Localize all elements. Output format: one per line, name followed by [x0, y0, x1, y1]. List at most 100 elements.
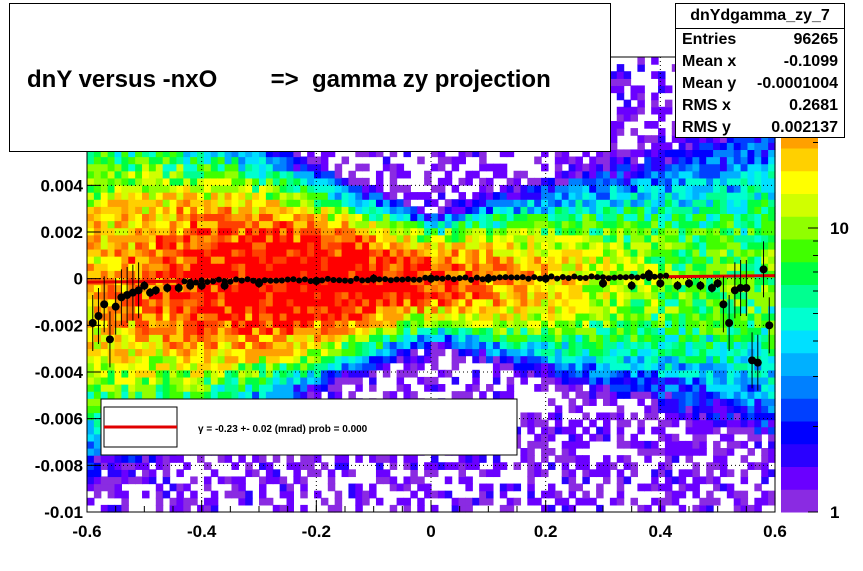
heat-cell [203, 355, 212, 364]
heat-cell [279, 213, 288, 222]
heat-cell [87, 497, 95, 506]
heat-cell [713, 184, 721, 193]
heat-cell [671, 234, 680, 243]
heat-cell [437, 490, 446, 499]
heat-cell [637, 320, 645, 328]
heat-cell [424, 248, 432, 257]
heat-cell [637, 369, 645, 378]
heat-cell [87, 248, 95, 257]
heat-cell [293, 177, 301, 186]
heat-cell [169, 341, 178, 350]
heat-cell [630, 305, 638, 314]
heat-cell [706, 490, 714, 499]
heat-cell [465, 256, 473, 264]
heat-cell [658, 192, 666, 200]
heat-cell [286, 234, 294, 243]
heat-cell [671, 270, 680, 278]
heat-cell [162, 156, 171, 165]
heat-cell [658, 362, 666, 371]
heat-cell [747, 184, 755, 193]
heat-cell [603, 213, 611, 222]
heat-cell [190, 348, 198, 357]
heat-cell [630, 348, 638, 357]
heat-cell [534, 277, 542, 286]
heat-cell [616, 426, 625, 435]
heat-cell [603, 369, 611, 378]
heat-cell [265, 170, 274, 179]
heat-cell [162, 327, 171, 335]
heat-cell [210, 312, 219, 321]
heat-cell [575, 234, 583, 243]
heat-cell [651, 312, 659, 321]
heat-cell [444, 291, 453, 300]
heat-cell [644, 341, 652, 350]
heat-cell [486, 483, 494, 492]
heat-cell [527, 256, 535, 264]
heat-cell [637, 149, 645, 158]
heat-cell [589, 320, 597, 328]
heat-cell [265, 462, 274, 470]
heat-cell [396, 284, 405, 293]
heat-cell [128, 213, 136, 222]
heat-cell [176, 149, 184, 158]
heat-cell [561, 284, 570, 293]
heat-cell [265, 355, 274, 364]
heat-cell [486, 248, 494, 257]
heat-cell [740, 426, 749, 435]
heat-cell [506, 483, 515, 492]
heat-cell [176, 320, 184, 328]
heat-cell [733, 277, 742, 286]
heat-cell [479, 234, 487, 243]
heat-cell [176, 177, 184, 186]
heat-cell [100, 192, 109, 200]
heat-cell [513, 234, 522, 243]
heat-cell [114, 369, 122, 378]
heat-cell [265, 156, 274, 165]
heat-cell [520, 220, 528, 229]
heat-cell [286, 199, 294, 207]
heat-cell [658, 85, 666, 94]
heat-cell [238, 455, 246, 463]
heat-cell [472, 234, 480, 243]
heat-cell [162, 462, 171, 470]
heat-cell [176, 490, 184, 499]
heat-cell [568, 490, 577, 499]
heat-cell [706, 355, 714, 364]
heat-cell [176, 163, 184, 172]
heat-cell [375, 320, 384, 328]
heat-cell [596, 355, 604, 364]
heat-cell [135, 376, 143, 385]
heat-cell [245, 341, 253, 350]
heat-cell [747, 213, 755, 222]
heat-cell [458, 476, 466, 485]
heat-cell [382, 391, 391, 399]
heat-cell [513, 355, 522, 364]
heat-cell [293, 384, 301, 392]
heat-cell [128, 327, 136, 335]
heat-cell [224, 177, 233, 186]
heat-cell [630, 334, 638, 342]
heat-cell [589, 241, 597, 250]
heat-cell [107, 369, 116, 378]
heat-cell [444, 312, 453, 321]
heat-cell [135, 170, 143, 179]
heat-cell [128, 462, 136, 470]
heat-cell [444, 248, 453, 257]
heat-cell [142, 455, 150, 463]
heat-cell [451, 298, 460, 307]
heat-cell [437, 327, 446, 335]
heat-cell [389, 199, 398, 207]
heat-cell [259, 163, 267, 172]
heat-cell [541, 298, 549, 307]
heat-cell [554, 263, 563, 271]
heat-cell [651, 277, 659, 286]
heat-cell [142, 156, 150, 165]
heat-cell [362, 184, 370, 193]
heat-cell [162, 312, 171, 321]
heat-cell [437, 263, 446, 271]
heat-cell [87, 327, 95, 335]
heat-cell [169, 192, 178, 200]
heat-cell [135, 256, 143, 264]
heat-cell [142, 362, 150, 371]
heat-cell [520, 284, 528, 293]
